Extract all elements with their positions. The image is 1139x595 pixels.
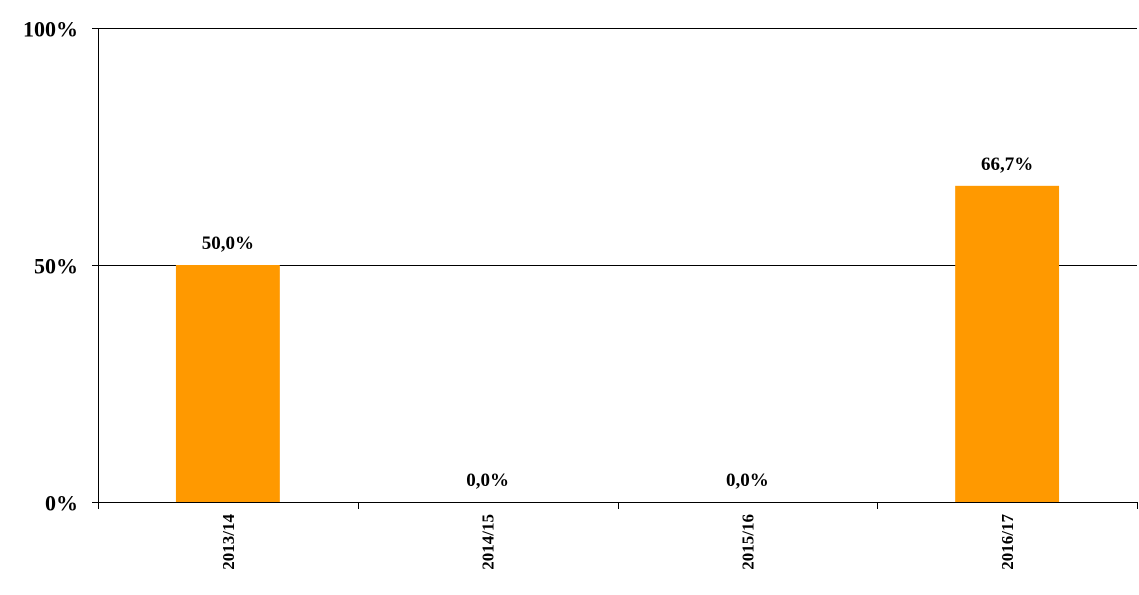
axes [98, 28, 1137, 503]
data-labels: 50,0% 0,0% 0,0% 66,7% [202, 154, 1034, 491]
data-label-2015/16: 0,0% [726, 470, 769, 491]
data-label-2013/14: 50,0% [202, 233, 254, 254]
y-tick-label: 0% [45, 491, 78, 516]
bar-2013/14 [175, 265, 280, 502]
x-tick-label: 2014/15 [479, 514, 498, 570]
y-tick-label: 50% [34, 254, 78, 279]
bars [175, 185, 1060, 503]
x-axis-ticks: 2013/14 2014/15 2015/16 2016/17 [98, 502, 1138, 570]
x-tick-label: 2015/16 [738, 514, 757, 570]
data-label-2014/15: 0,0% [466, 470, 509, 491]
x-tick-label: 2016/17 [998, 514, 1017, 570]
x-tick-label: 2013/14 [219, 514, 238, 570]
y-tick-label: 100% [23, 17, 78, 42]
data-label-2016/17: 66,7% [981, 154, 1033, 175]
bar-2016/17 [955, 185, 1060, 503]
y-axis-ticks: 0% 50% 100% [23, 17, 98, 516]
